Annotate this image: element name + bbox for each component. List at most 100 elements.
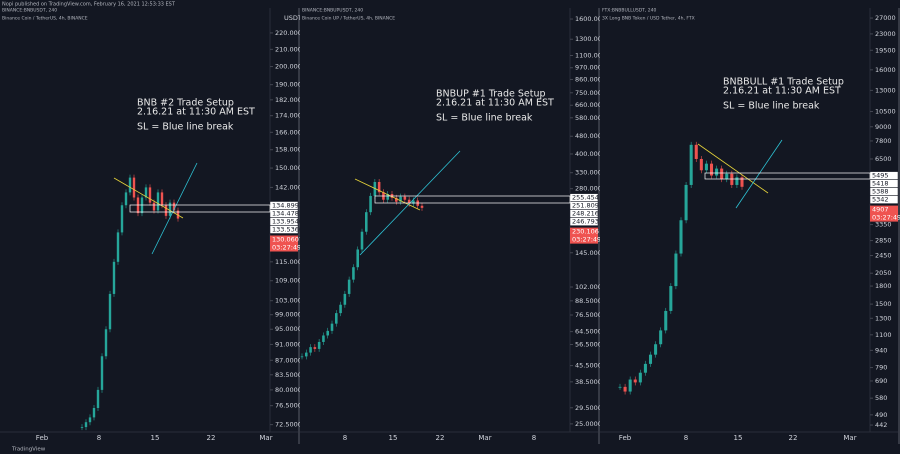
y-tick-label: 27000 bbox=[875, 14, 896, 22]
range-box bbox=[129, 204, 271, 213]
candle bbox=[124, 192, 128, 206]
y-tick-label: 13000 bbox=[875, 86, 896, 94]
price-label: 251.809 bbox=[572, 202, 599, 210]
price-label: 134.8993 bbox=[272, 202, 303, 210]
price-label: 133.9540 bbox=[272, 218, 303, 226]
y-tick-label: 150.0000 bbox=[275, 164, 306, 172]
y-tick-label: 76.5000 bbox=[575, 311, 602, 319]
candle bbox=[377, 181, 381, 193]
currency-label: USDT bbox=[284, 14, 302, 22]
candle bbox=[412, 200, 415, 204]
x-tick-label: 22 bbox=[789, 434, 798, 442]
candle bbox=[352, 267, 355, 280]
candle bbox=[96, 389, 100, 408]
y-tick-label: 860.0000 bbox=[575, 75, 606, 83]
candle bbox=[659, 330, 663, 345]
current-price-box bbox=[570, 227, 598, 244]
x-tick-label: 15 bbox=[734, 434, 743, 442]
candle bbox=[152, 202, 156, 211]
x-tick-label: 15 bbox=[151, 434, 160, 442]
candle bbox=[679, 220, 683, 254]
x-tick-label: Feb bbox=[36, 434, 49, 442]
y-tick-label: 280.0000 bbox=[575, 185, 606, 193]
y-tick-label: 490 bbox=[875, 411, 887, 419]
x-tick-label: 8 bbox=[343, 434, 347, 442]
candle bbox=[164, 205, 168, 216]
y-tick-label: 3350 bbox=[875, 221, 892, 229]
y-tick-label: 99.0000 bbox=[275, 311, 302, 319]
y-tick-label: 142.0000 bbox=[275, 183, 306, 191]
range-box bbox=[374, 195, 571, 204]
price-label: 5388 bbox=[872, 188, 889, 196]
y-tick-label: 64.5000 bbox=[575, 328, 602, 336]
trendline-yellow bbox=[113, 177, 184, 219]
y-tick-label: 2450 bbox=[875, 252, 892, 260]
candle bbox=[176, 210, 180, 219]
price-label: 255.454 bbox=[572, 194, 599, 202]
candle bbox=[322, 335, 325, 342]
chart-panel: BINANCE:BNBUSDT, 240 Binance Coin / Tethe… bbox=[0, 8, 306, 444]
y-tick-label: 2050 bbox=[875, 269, 892, 277]
y-tick-label: 174.0000 bbox=[275, 112, 306, 120]
y-tick-label: 88.5000 bbox=[575, 297, 602, 305]
y-tick-label: 1800 bbox=[875, 282, 892, 290]
candle bbox=[369, 195, 372, 213]
x-tick-label: Mar bbox=[259, 434, 272, 442]
candle bbox=[735, 177, 739, 185]
candle bbox=[339, 304, 342, 314]
candle bbox=[343, 293, 347, 305]
y-tick-label: 190.0000 bbox=[275, 81, 306, 89]
annotation: BNBBULL #1 Trade Setup bbox=[723, 77, 844, 88]
price-label: 5418 bbox=[872, 180, 889, 188]
trendline-yellow bbox=[697, 143, 769, 194]
y-tick-label: 750.0000 bbox=[575, 89, 606, 97]
candle bbox=[305, 352, 308, 357]
candle bbox=[709, 163, 714, 176]
y-tick-label: 1100 bbox=[875, 331, 892, 339]
candle bbox=[120, 205, 124, 233]
y-tick-label: 16000 bbox=[875, 66, 896, 74]
candle bbox=[689, 144, 693, 185]
candle bbox=[168, 202, 172, 216]
candle bbox=[88, 417, 92, 423]
x-tick-label: 22 bbox=[207, 434, 216, 442]
candle bbox=[172, 202, 176, 211]
candle bbox=[725, 173, 729, 180]
y-tick-label: 72.5000 bbox=[275, 421, 302, 429]
candle bbox=[80, 427, 84, 428]
current-price: 4907 bbox=[872, 206, 889, 214]
y-tick-label: 1300.0000 bbox=[575, 35, 610, 43]
annotation: 2.16.21 at 11:30 AM EST bbox=[137, 107, 255, 118]
y-tick-label: 442 bbox=[875, 421, 887, 429]
candle bbox=[395, 197, 398, 202]
x-tick-label: Mar bbox=[843, 434, 856, 442]
candle bbox=[720, 168, 724, 180]
candle bbox=[654, 344, 658, 355]
candle bbox=[116, 232, 120, 262]
price-label: 5495 bbox=[872, 172, 889, 180]
x-tick-label: 15 bbox=[389, 434, 398, 442]
candle bbox=[326, 330, 329, 336]
candle bbox=[633, 379, 637, 383]
y-tick-label: 95.0000 bbox=[275, 325, 302, 333]
y-tick-label: 56.5000 bbox=[575, 341, 602, 349]
y-tick-label: 330.0000 bbox=[575, 169, 606, 177]
candle bbox=[643, 363, 647, 373]
candle bbox=[373, 181, 377, 196]
y-tick-label: 210.0000 bbox=[275, 45, 306, 53]
y-tick-label: 25.0000 bbox=[575, 420, 602, 428]
current-price-box bbox=[870, 205, 898, 222]
candle bbox=[694, 144, 698, 159]
candle bbox=[403, 196, 407, 200]
candle bbox=[144, 187, 148, 198]
annotation: BNBUP #1 Trade Setup bbox=[436, 89, 546, 100]
trendline-blue bbox=[735, 139, 783, 209]
x-tick-label: Feb bbox=[619, 434, 632, 442]
y-tick-label: 660.0000 bbox=[575, 101, 606, 109]
plot-area bbox=[0, 8, 298, 444]
candle bbox=[684, 184, 688, 221]
current-price: 130.0607 bbox=[272, 236, 303, 244]
y-tick-label: 103.0000 bbox=[275, 297, 306, 305]
y-tick-label: 19500 bbox=[875, 46, 896, 54]
y-tick-label: 1500 bbox=[875, 300, 892, 308]
